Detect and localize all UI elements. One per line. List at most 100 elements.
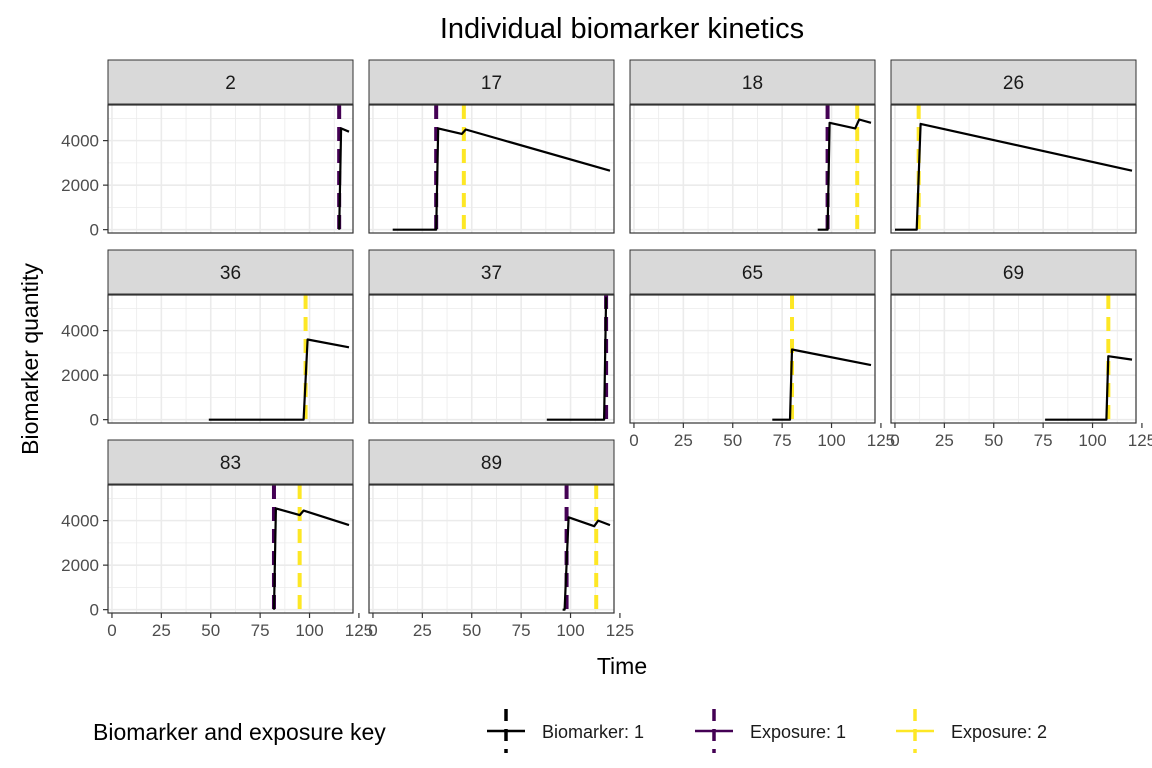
x-tick-label: 50 <box>984 431 1003 450</box>
x-axis-title: Time <box>597 653 647 679</box>
biomarker-1-line <box>338 127 350 230</box>
facet-strip <box>368 59 615 105</box>
facet-strip-label: 37 <box>481 263 502 284</box>
panel-marks <box>337 105 350 233</box>
plot-background <box>108 105 353 233</box>
plot-background <box>369 105 614 233</box>
facet-strip <box>629 249 876 295</box>
chart-title: Individual biomarker kinetics <box>440 13 804 45</box>
panel-border <box>368 294 615 424</box>
panel-border <box>890 104 1137 234</box>
panel-border <box>107 484 354 614</box>
panel-border <box>890 294 1137 424</box>
x-tick-label: 100 <box>817 431 845 450</box>
x-tick-label: 50 <box>201 621 220 640</box>
x-tick-label: 75 <box>512 621 531 640</box>
panel-border <box>368 484 615 614</box>
x-tick-label: 75 <box>251 621 270 640</box>
facet-panel-17: 17 <box>368 59 615 234</box>
facet-panel-2: 2 0 2000 4000 <box>61 59 354 240</box>
facet-strip <box>890 249 1137 295</box>
facet-strip-label: 2 <box>225 73 236 94</box>
facet-strip-label: 36 <box>220 263 241 284</box>
legend: Biomarker and exposure key Biomarker: 1 E… <box>93 709 1047 753</box>
legend-entry: Biomarker: 1 <box>487 709 644 753</box>
legend-entries: Biomarker: 1 Exposure: 1 Exposure: 2 <box>487 709 1047 753</box>
facet-strip-label: 18 <box>742 73 763 94</box>
plot-background <box>630 105 875 233</box>
facet-panel-83: 83 0 2000 4000 0 25 50 75 100 125 <box>61 439 373 640</box>
facet-strip-label: 89 <box>481 453 502 474</box>
x-tick-label: 100 <box>295 621 323 640</box>
x-tick-label: 50 <box>723 431 742 450</box>
x-tick-label: 75 <box>1034 431 1053 450</box>
legend-label: Biomarker: 1 <box>542 722 644 742</box>
panel-marks <box>546 295 609 423</box>
panel-marks <box>895 105 1133 233</box>
plot-background <box>108 485 353 613</box>
x-tick-label: 0 <box>368 621 377 640</box>
y-tick-label: 0 <box>90 601 99 620</box>
x-tick-label: 25 <box>413 621 432 640</box>
grid-lines <box>369 105 614 233</box>
facet-strip-label: 26 <box>1003 73 1024 94</box>
grid-lines <box>630 295 875 423</box>
panel-marks <box>772 295 872 423</box>
facet-strip <box>107 59 354 105</box>
x-tick-label: 100 <box>556 621 584 640</box>
legend-label: Exposure: 1 <box>750 722 846 742</box>
legend-label: Exposure: 2 <box>951 722 1047 742</box>
biomarker-1-line <box>392 127 611 231</box>
panel-marks <box>271 485 350 613</box>
legend-entry: Exposure: 1 <box>695 709 846 753</box>
facet-strip <box>107 249 354 295</box>
panel-marks <box>817 105 872 233</box>
y-tick-label: 0 <box>90 411 99 430</box>
facet-panels: 2 0 2000 4000 17 18 26 36 0 2000 4000 37 65 0 25 50 75 10… <box>61 59 1152 640</box>
facet-strip-label: 83 <box>220 453 241 474</box>
x-tick-label: 125 <box>1128 431 1152 450</box>
plot-background <box>630 295 875 423</box>
panel-border <box>107 104 354 234</box>
y-axis-title: Biomarker quantity <box>17 263 43 455</box>
x-tick-label: 25 <box>674 431 693 450</box>
biomarker-1-line <box>562 516 611 611</box>
facet-strip <box>890 59 1137 105</box>
panel-marks <box>562 485 611 613</box>
y-tick-label: 0 <box>90 221 99 240</box>
x-tick-label: 0 <box>629 431 638 450</box>
y-tick-label: 2000 <box>61 366 99 385</box>
legend-title: Biomarker and exposure key <box>93 719 386 745</box>
facet-strip <box>368 249 615 295</box>
facet-panel-65: 65 0 25 50 75 100 125 <box>629 249 895 450</box>
y-tick-label: 2000 <box>61 176 99 195</box>
biomarker-1-line <box>208 338 350 421</box>
plot-background <box>369 485 614 613</box>
facet-panel-69: 69 0 25 50 75 100 125 <box>890 249 1152 450</box>
x-tick-label: 125 <box>345 621 373 640</box>
legend-entry: Exposure: 2 <box>896 709 1047 753</box>
grid-lines <box>108 105 353 233</box>
biomarker-1-line <box>1045 355 1133 421</box>
plot-background <box>369 295 614 423</box>
biomarker-1-line <box>895 122 1133 231</box>
grid-lines <box>891 105 1136 233</box>
panel-marks <box>392 105 611 233</box>
grid-lines <box>891 295 1136 423</box>
facet-strip-label: 65 <box>742 263 763 284</box>
plot-background <box>891 105 1136 233</box>
x-tick-label: 25 <box>152 621 171 640</box>
x-tick-label: 75 <box>773 431 792 450</box>
y-tick-label: 4000 <box>61 512 99 531</box>
x-tick-label: 50 <box>462 621 481 640</box>
panel-border <box>107 294 354 424</box>
biomarker-1-line <box>272 507 350 610</box>
panel-border <box>629 104 876 234</box>
y-tick-label: 4000 <box>61 132 99 151</box>
x-tick-label: 0 <box>890 431 899 450</box>
biomarker-1-line <box>546 297 608 421</box>
y-tick-label: 4000 <box>61 322 99 341</box>
grid-lines <box>108 485 353 613</box>
x-tick-label: 100 <box>1078 431 1106 450</box>
